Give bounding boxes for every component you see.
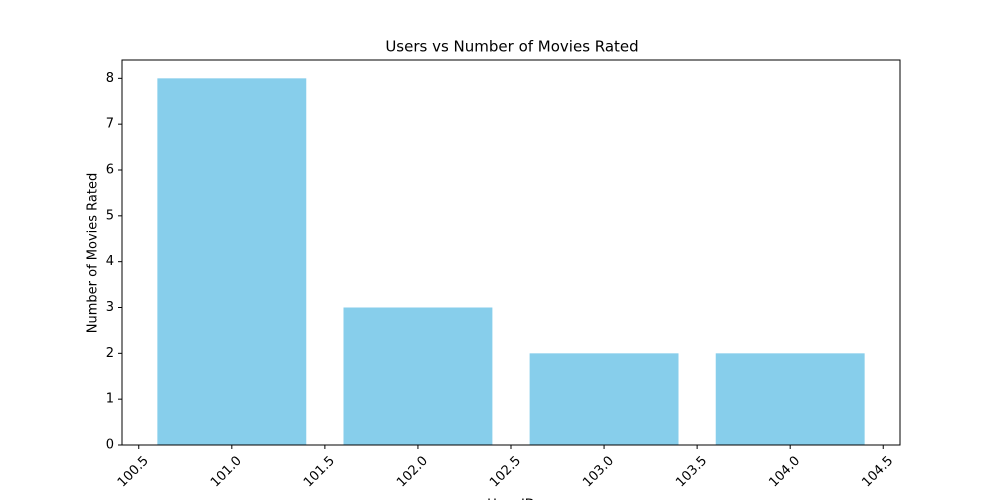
x-tick-label: 104.5 (859, 453, 896, 490)
bar (715, 353, 865, 445)
y-tick-label: 0 (106, 438, 114, 453)
y-tick-label: 3 (106, 300, 114, 315)
x-tick-label: 102.5 (487, 453, 524, 490)
chart-title: Users vs Number of Movies Rated (385, 38, 638, 56)
bar (343, 307, 493, 445)
x-tick-label: 101.5 (301, 453, 338, 490)
x-tick-label: 103.0 (580, 453, 617, 490)
y-tick-label: 6 (106, 163, 114, 178)
y-tick-label: 2 (106, 346, 114, 361)
x-axis-label: User ID (487, 498, 535, 500)
x-tick-label: 100.5 (115, 453, 152, 490)
x-tick-label: 103.5 (673, 453, 710, 490)
x-tick-label: 102.0 (394, 453, 431, 490)
y-tick-label: 8 (106, 71, 114, 86)
y-tick-label: 1 (106, 392, 114, 407)
y-tick-label: 4 (106, 254, 114, 269)
bar (529, 353, 679, 445)
y-tick-label: 5 (106, 208, 114, 223)
x-tick-label: 101.0 (208, 453, 245, 490)
y-axis-label: Number of Movies Rated (86, 173, 101, 333)
x-tick-label: 104.0 (766, 453, 803, 490)
y-tick-label: 7 (106, 117, 114, 132)
bar (157, 78, 307, 445)
